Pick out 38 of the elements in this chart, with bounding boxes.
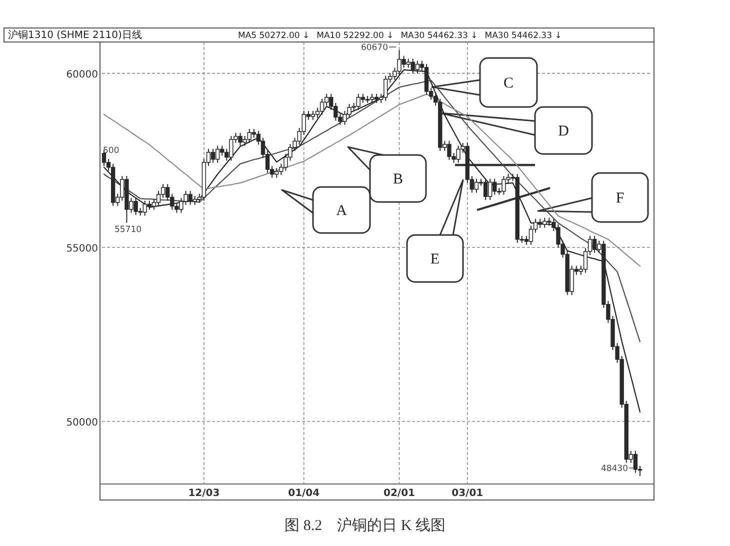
text: MA30 54462.33 ↓ <box>484 31 562 41</box>
candlestick <box>528 225 534 246</box>
annotation: E <box>430 252 440 268</box>
x-tick-label: 03/01 <box>452 488 484 499</box>
y-tick-label: 60000 <box>66 69 98 80</box>
text: MA30 54462.33 ↓ <box>400 31 478 41</box>
x-tick-label: 02/01 <box>384 488 416 499</box>
line-series <box>103 80 641 342</box>
candlestick <box>360 93 366 104</box>
candlestick <box>310 110 316 120</box>
chart-title: 沪铜1310 (SHME 2110)日线 <box>8 29 142 41</box>
y-tick-label: 55000 <box>66 243 98 254</box>
candlestick <box>592 235 597 254</box>
text: MA10 52292.00 ↓ <box>316 31 394 41</box>
candlestick <box>483 178 488 201</box>
annotation: B <box>392 172 404 188</box>
candlestick <box>210 148 216 164</box>
annotation: 48430 <box>600 464 628 474</box>
annotation: C <box>503 76 514 92</box>
x-tick-label: 01/04 <box>288 488 320 499</box>
caption: 图 8.2 沪铜的日 K 线图 <box>284 517 446 534</box>
candlestick <box>374 93 379 104</box>
annotation: F <box>616 190 624 206</box>
candlestick <box>474 178 479 194</box>
x-tick-label: 12/03 <box>188 488 220 499</box>
candlestick <box>370 93 374 104</box>
y-tick-label: 50000 <box>66 417 98 428</box>
annotation: A <box>336 203 348 219</box>
candlestick <box>156 190 161 206</box>
text: MA5 50272.00 ↓ <box>238 31 310 41</box>
candlestick <box>215 145 220 164</box>
candlestick <box>320 98 324 116</box>
annotation: D <box>558 124 570 140</box>
candlestick <box>538 218 542 228</box>
annotation: 60670 <box>360 43 388 53</box>
annotation: 500 <box>103 146 120 156</box>
candlestick <box>633 450 638 474</box>
candlestick <box>152 198 156 210</box>
